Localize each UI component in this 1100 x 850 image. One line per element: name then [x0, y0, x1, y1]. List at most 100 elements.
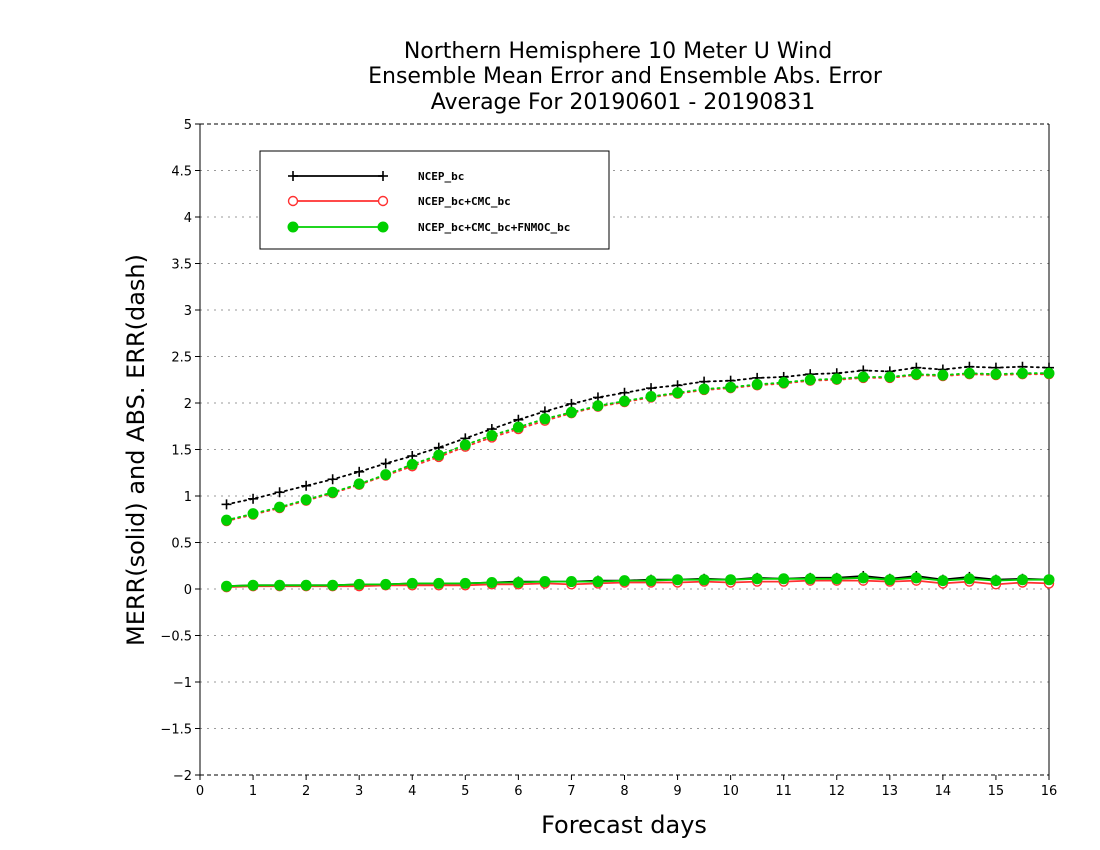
abs-err-point-ncep-bc-cmc-bc-fnmoc-bc [937, 369, 949, 381]
y-tick-label: 2 [184, 397, 192, 412]
abs-err-point-ncep-bc [274, 487, 285, 498]
merr-point-ncep-bc-cmc-bc-fnmoc-bc [645, 575, 657, 587]
x-tick-label: 8 [620, 784, 628, 799]
legend-marker [288, 171, 298, 181]
merr-point-ncep-bc-cmc-bc-fnmoc-bc [884, 574, 896, 586]
axes [195, 123, 1050, 780]
merr-point-ncep-bc-cmc-bc-fnmoc-bc [221, 580, 233, 592]
merr-point-ncep-bc-cmc-bc-fnmoc-bc [725, 574, 737, 586]
y-tick-label: 4 [184, 211, 192, 226]
chart-title-line-3: Average For 20190601 - 20190831 [431, 90, 816, 115]
abs-err-point-ncep-bc-cmc-bc-fnmoc-bc [1043, 367, 1055, 379]
merr-point-ncep-bc-cmc-bc-fnmoc-bc [406, 577, 418, 589]
x-tick-label: 2 [302, 784, 310, 799]
abs-err-point-ncep-bc-cmc-bc-fnmoc-bc [247, 508, 259, 520]
y-tick-label: −2 [173, 769, 192, 784]
legend-box [259, 150, 610, 250]
abs-err-point-ncep-bc-cmc-bc-fnmoc-bc [910, 368, 922, 380]
merr-point-ncep-bc-cmc-bc-fnmoc-bc [353, 578, 365, 590]
abs-err-point-ncep-bc [354, 466, 365, 477]
x-tick-label: 12 [828, 784, 845, 799]
abs-err-point-ncep-bc-cmc-bc-fnmoc-bc [327, 486, 339, 498]
abs-err-point-ncep-bc [248, 493, 259, 504]
x-tick-label: 5 [461, 784, 469, 799]
x-tick-label: 14 [935, 784, 952, 799]
abs-err-point-ncep-bc-cmc-bc-fnmoc-bc [857, 371, 869, 383]
abs-err-point-ncep-bc-cmc-bc-fnmoc-bc [884, 371, 896, 383]
y-tick-label: 3 [184, 304, 192, 319]
merr-point-ncep-bc-cmc-bc-fnmoc-bc [937, 575, 949, 587]
abs-err-point-ncep-bc [301, 480, 312, 491]
legend-marker [378, 171, 388, 181]
legend-marker [287, 221, 299, 233]
abs-err-point-ncep-bc-cmc-bc-fnmoc-bc [751, 378, 763, 390]
legend-marker [287, 195, 299, 207]
series-abs-err-line-ncep-bc-cmc-bc [225, 373, 1050, 522]
x-tick-label: 6 [514, 784, 522, 799]
y-tick-label: −1 [173, 676, 192, 691]
series-abs-err-line-ncep-bc-cmc-bc-fnmoc-bc [225, 372, 1050, 522]
legend-marker [377, 195, 389, 207]
abs-err-point-ncep-bc-cmc-bc-fnmoc-bc [990, 368, 1002, 380]
legend-marker [377, 221, 389, 233]
x-tick-label: 3 [355, 784, 363, 799]
y-tick-label: 5 [184, 118, 192, 133]
abs-err-point-ncep-bc-cmc-bc-fnmoc-bc [831, 373, 843, 385]
y-axis-title: MERR(solid) and ABS. ERR(dash) [122, 254, 150, 646]
x-tick-label: 10 [722, 784, 739, 799]
abs-err-point-ncep-bc-cmc-bc-fnmoc-bc [539, 413, 551, 425]
series-abs-err-line-ncep-bc [225, 365, 1050, 506]
merr-point-ncep-bc-cmc-bc-fnmoc-bc [1043, 574, 1055, 586]
legend-item: NCEP_bc [288, 170, 464, 183]
merr-point-ncep-bc-cmc-bc-fnmoc-bc [1016, 574, 1028, 586]
merr-point-ncep-bc-cmc-bc-fnmoc-bc [565, 576, 577, 588]
y-tick-label: 3.5 [171, 258, 192, 273]
merr-point-ncep-bc-cmc-bc-fnmoc-bc [831, 573, 843, 585]
legend-item: NCEP_bc+CMC_bc+FNMOC_bc [287, 221, 570, 234]
abs-err-point-ncep-bc-cmc-bc-fnmoc-bc [672, 387, 684, 399]
series-markers [221, 361, 1055, 593]
legend-label: NCEP_bc+CMC_bc [418, 195, 511, 208]
merr-point-ncep-bc-cmc-bc-fnmoc-bc [592, 576, 604, 588]
abs-err-point-ncep-bc-cmc-bc-fnmoc-bc [406, 458, 418, 470]
x-tick-label: 4 [408, 784, 416, 799]
merr-point-ncep-bc-cmc-bc-fnmoc-bc [247, 579, 259, 591]
y-tick-label: 0.5 [171, 537, 192, 552]
legend: NCEP_bc NCEP_bc+CMC_bc NCEP_bc+CMC_bc+FNMO… [259, 150, 610, 250]
merr-point-ncep-bc-cmc-bc-fnmoc-bc [619, 575, 630, 587]
legend-item: NCEP_bc+CMC_bc [287, 195, 511, 208]
abs-err-point-ncep-bc-cmc-bc-fnmoc-bc [300, 494, 312, 506]
merr-point-ncep-bc-cmc-bc-fnmoc-bc [804, 573, 816, 585]
abs-err-point-ncep-bc-cmc-bc-fnmoc-bc [592, 400, 604, 412]
abs-err-point-ncep-bc-cmc-bc-fnmoc-bc [645, 390, 657, 402]
abs-err-point-ncep-bc-cmc-bc-fnmoc-bc [380, 469, 392, 481]
abs-err-point-ncep-bc-cmc-bc-fnmoc-bc [725, 381, 737, 393]
x-axis-title: Forecast days [541, 811, 707, 839]
abs-err-point-ncep-bc-cmc-bc-fnmoc-bc [963, 367, 975, 379]
abs-err-point-ncep-bc-cmc-bc-fnmoc-bc [353, 478, 365, 490]
abs-err-point-ncep-bc [221, 499, 232, 510]
merr-point-ncep-bc-cmc-bc-fnmoc-bc [857, 572, 869, 584]
abs-err-point-ncep-bc-cmc-bc-fnmoc-bc [486, 430, 498, 442]
merr-point-ncep-bc-cmc-bc-fnmoc-bc [539, 576, 551, 588]
y-tick-label: 1 [184, 490, 192, 505]
series-lines [225, 365, 1050, 588]
x-tick-label: 16 [1041, 784, 1058, 799]
merr-point-ncep-bc-cmc-bc-fnmoc-bc [327, 579, 339, 591]
merr-point-ncep-bc-cmc-bc-fnmoc-bc [698, 574, 710, 586]
y-tick-label: −1.5 [160, 723, 192, 738]
merr-point-ncep-bc-cmc-bc-fnmoc-bc [672, 574, 684, 586]
gridlines [200, 170, 1049, 729]
merr-point-ncep-bc-cmc-bc-fnmoc-bc [910, 572, 922, 584]
merr-point-ncep-bc-cmc-bc-fnmoc-bc [990, 575, 1002, 587]
merr-point-ncep-bc-cmc-bc-fnmoc-bc [433, 577, 445, 589]
abs-err-point-ncep-bc-cmc-bc-fnmoc-bc [274, 501, 286, 513]
merr-point-ncep-bc-cmc-bc-fnmoc-bc [486, 576, 498, 588]
chart-title-line-1: Northern Hemisphere 10 Meter U Wind [404, 39, 832, 64]
legend-label: NCEP_bc+CMC_bc+FNMOC_bc [418, 221, 570, 234]
abs-err-point-ncep-bc [380, 458, 391, 469]
abs-err-point-ncep-bc-cmc-bc-fnmoc-bc [1016, 367, 1028, 379]
y-tick-label: 2.5 [171, 351, 192, 366]
abs-err-point-ncep-bc-cmc-bc-fnmoc-bc [459, 439, 471, 451]
chart-title-line-2: Ensemble Mean Error and Ensemble Abs. Er… [368, 64, 883, 89]
